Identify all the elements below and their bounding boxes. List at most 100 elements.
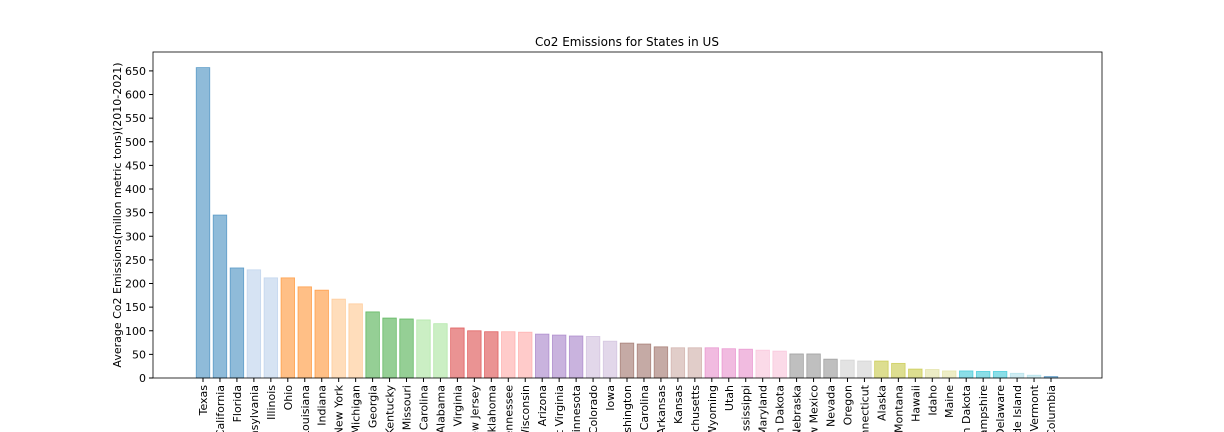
x-tick-label: Arizona [536,385,549,426]
bar [518,331,533,379]
y-tick-label: 100 [125,325,146,338]
y-tick-label: 400 [125,183,146,196]
x-tick-label: Ohio [282,385,295,411]
bar [535,333,550,379]
x-tick-label: North Carolina [417,385,430,432]
bar [874,360,889,379]
bar [399,318,414,379]
bar [348,303,363,379]
bar [331,298,346,379]
bar [195,67,211,379]
bar [297,286,312,379]
bar [568,335,584,379]
plot-frame [152,51,1103,379]
bar [314,289,329,379]
x-tick-label: Kentucky [384,385,397,432]
bar [602,340,618,379]
x-tick-label: Wyoming [706,385,719,432]
x-tick-label: Oregon [841,385,854,425]
bar [687,347,703,379]
x-tick-label: Indiana [316,385,329,426]
y-tick-label: 350 [125,207,146,220]
bar [501,331,516,379]
bar [789,353,804,379]
x-tick-label: West Virginia [553,385,566,432]
x-tick-label: New Mexico [808,385,821,432]
x-tick-label: Illinois [265,385,278,420]
x-tick-label: Oklahoma [485,385,498,432]
bar [433,323,448,379]
y-tick-label: 200 [125,278,146,291]
x-tick-label: Texas [197,385,210,417]
x-tick-label: Michigan [350,385,363,432]
x-tick-label: Rhode Island [1011,385,1024,432]
y-tick-label: 500 [125,136,146,149]
chart-title: Co2 Emissions for States in US [535,35,719,49]
bar [959,370,974,379]
y-tick-label: 650 [125,65,146,78]
bar [908,368,923,379]
x-tick-label: Georgia [367,385,380,428]
x-tick-label: Virginia [451,385,464,426]
x-tick-label: New Jersey [468,385,481,432]
x-tick-label: Nebraska [791,385,804,432]
bar [229,267,245,379]
x-tick-label: Arkansas [655,385,668,432]
x-tick-label: District of Columbia [1045,385,1058,432]
bar [246,269,262,379]
x-tick-label: Maine [943,385,956,418]
x-tick-label: North Dakota [774,385,787,432]
bar [467,330,482,379]
x-tick-label: California [214,385,227,432]
bar [772,350,787,379]
x-tick-label: Nevada [825,385,838,427]
y-tick-label: 300 [125,230,146,243]
bar [857,360,872,379]
x-tick-label: Missouri [401,385,414,430]
bar [365,311,380,379]
x-tick-label: Florida [231,385,244,422]
x-tick-label: South Carolina [638,385,651,432]
x-tick-label: Vermont [1028,384,1041,431]
bar [755,349,770,379]
bar [653,346,669,379]
x-tick-label: Washington [621,385,634,432]
x-tick-label: Mississippi [740,385,753,432]
x-tick-label: Alabama [434,385,447,432]
x-tick-label: Colorado [587,385,600,432]
bar [450,327,465,379]
x-tick-label: Wisconsin [519,385,532,432]
x-tick-label: Alaska [875,385,888,421]
x-tick-label: Utah [723,385,736,411]
bar [1009,372,1025,379]
y-axis-label: Average Co2 Emissions(millon metric tons… [111,62,124,367]
y-tick-label: 450 [125,159,146,172]
y-tick-label: 600 [125,89,146,102]
x-tick-label: Connecticut [858,384,871,432]
y-tick-label: 250 [125,254,146,267]
x-tick-label: Kansas [672,385,685,424]
bar [992,370,1008,379]
bar [382,317,397,379]
bar [891,362,906,379]
bar [704,347,719,379]
x-tick-label: South Dakota [960,385,973,432]
bar [619,342,635,379]
bar [942,370,957,379]
x-tick-label: New York [333,384,346,432]
x-tick-label: Maryland [757,385,770,432]
bar [670,347,686,379]
bar [263,277,279,379]
x-tick-label: Massachusetts [689,385,702,432]
x-tick-label: Tennessee [502,385,515,432]
bar [1026,374,1042,379]
bar [585,336,601,379]
x-tick-label: Delaware [994,385,1007,432]
x-tick-label: Hawaii [909,385,922,422]
y-tick-label: 0 [139,372,146,385]
bar [416,319,431,379]
x-tick-label: Louisiana [299,385,312,432]
bar [280,277,295,379]
bar [823,358,838,379]
